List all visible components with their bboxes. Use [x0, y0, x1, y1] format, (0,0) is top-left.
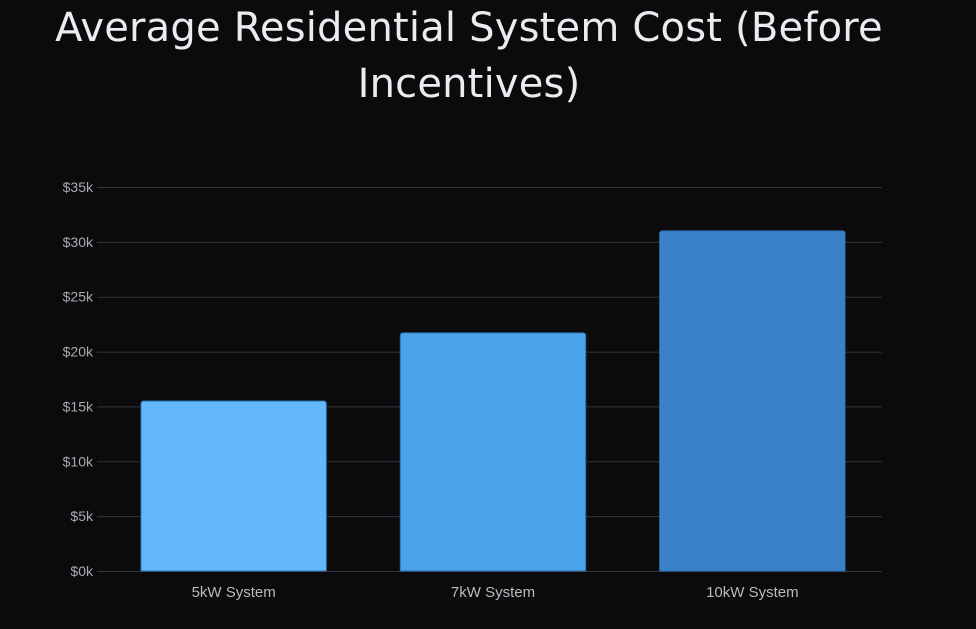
- chart-title-line-1: Average Residential System Cost (Before: [55, 5, 883, 51]
- x-axis-category-labels: 5kW System 7kW System 10kW System: [192, 584, 799, 601]
- bar[interactable]: [140, 400, 327, 572]
- y-tick-label: $25k: [63, 289, 94, 305]
- x-category-label: 5kW System: [192, 584, 276, 601]
- x-category-label: 7kW System: [451, 584, 535, 601]
- y-tick-label: $20k: [63, 344, 94, 360]
- y-tick-label: $0k: [70, 563, 94, 579]
- x-category-label: 10kW System: [706, 584, 799, 601]
- y-tick-label: $30k: [63, 234, 94, 250]
- y-tick-label: $15k: [63, 398, 94, 414]
- bar[interactable]: [659, 230, 846, 572]
- y-tick-label: $5k: [70, 508, 94, 524]
- chart-title-line-2: Incentives): [357, 61, 581, 107]
- bars: [140, 230, 846, 572]
- chart-title: Average Residential System Cost (Before …: [0, 0, 938, 112]
- y-tick-label: $10k: [63, 453, 94, 469]
- y-tick-label: $35k: [63, 179, 94, 195]
- y-axis-tick-labels: $0k $5k $10k $15k $20k $25k $30k $35k: [63, 179, 94, 579]
- bar[interactable]: [399, 332, 587, 572]
